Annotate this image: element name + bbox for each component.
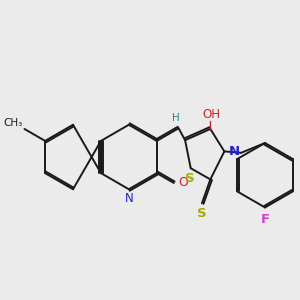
Text: N: N [124,192,133,205]
Text: OH: OH [203,108,221,121]
Text: F: F [260,213,270,226]
Text: S: S [197,208,207,220]
Text: H: H [172,113,180,123]
Text: CH₃: CH₃ [4,118,23,128]
Text: N: N [229,145,240,158]
Text: S: S [184,172,194,185]
Text: O: O [178,176,188,189]
